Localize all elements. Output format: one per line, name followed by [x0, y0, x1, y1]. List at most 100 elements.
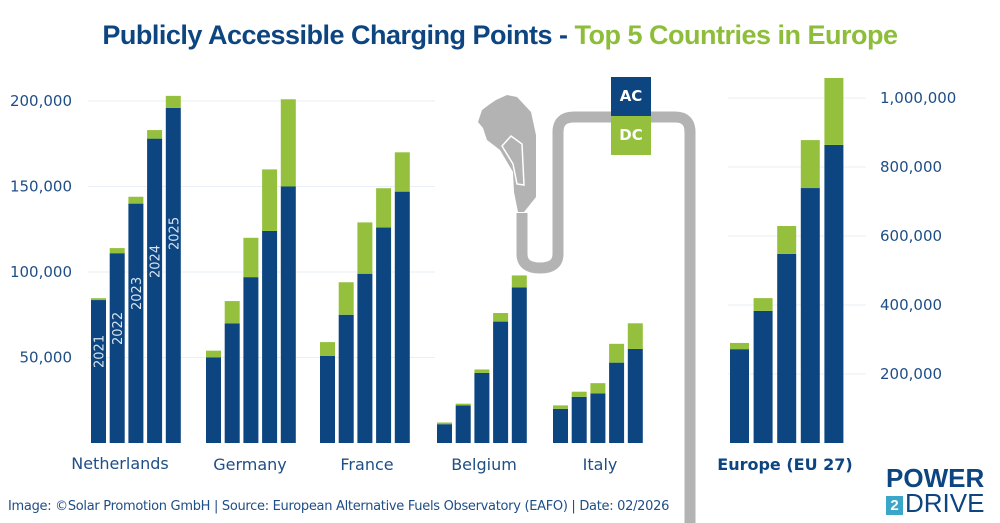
bar-ac — [357, 273, 373, 443]
y-tick-label: 400,000 — [880, 296, 942, 314]
bar-ac — [437, 424, 452, 443]
year-label: 2023 — [130, 277, 145, 310]
bar-ac — [609, 362, 625, 443]
bar-dc — [320, 342, 335, 356]
bar-ac — [627, 348, 643, 443]
y-tick-label: 50,000 — [20, 349, 73, 367]
year-label: 2022 — [111, 312, 126, 345]
bar-dc — [455, 403, 471, 406]
chart-title-highlight: Top 5 Countries in Europe — [574, 20, 899, 50]
bar-dc — [165, 95, 181, 108]
logo-drive-line: 2 DRIVE — [886, 488, 985, 518]
bars-group — [91, 77, 844, 444]
year-label: 2021 — [93, 335, 108, 368]
bar-dc — [91, 298, 106, 301]
bar-dc — [243, 237, 259, 278]
bar-dc — [824, 77, 844, 145]
bar-dc — [206, 350, 221, 358]
bar-ac — [571, 396, 587, 443]
bar-ac — [165, 107, 181, 443]
y-tick-label: 100,000 — [10, 263, 72, 281]
y-axis-right: 200,000 400,000 600,000 800,000 1,000,000 — [880, 89, 956, 383]
legend: AC DC — [611, 77, 651, 155]
bar-dc — [511, 275, 527, 288]
year-label: 2025 — [167, 217, 182, 250]
y-tick-label: 1,000,000 — [880, 89, 956, 107]
bar-dc — [800, 140, 820, 189]
bar-dc — [437, 422, 452, 425]
bar-ac — [777, 253, 797, 443]
y-tick-label: 800,000 — [880, 158, 942, 176]
logo-number: 2 — [886, 496, 903, 515]
chart-title-main: Publicly Accessible Charging Points - — [102, 20, 575, 50]
bar-ac — [474, 372, 490, 443]
category-label: France — [340, 455, 393, 474]
charging-plug-icon — [478, 95, 696, 523]
bar-ac — [553, 408, 568, 443]
bar-ac — [493, 321, 509, 443]
bar-ac — [91, 300, 106, 443]
chart-title: Publicly Accessible Charging Points - To… — [0, 20, 1000, 51]
bar-ac — [109, 253, 125, 443]
bar-ac — [243, 277, 259, 443]
bar-dc — [224, 301, 240, 324]
category-label: Italy — [583, 455, 618, 474]
bar-ac — [590, 393, 606, 443]
bar-dc — [493, 313, 509, 322]
bar-dc — [262, 169, 278, 231]
bar-dc — [376, 188, 392, 228]
bar-ac — [206, 357, 221, 443]
bar-dc — [571, 391, 587, 397]
category-labels: Netherlands Germany France Belgium Italy Euro… — [71, 454, 853, 474]
bar-dc — [590, 383, 606, 394]
source-footer: Image: ©Solar Promotion GmbH | Source: E… — [8, 499, 670, 514]
y-tick-label: 150,000 — [10, 178, 72, 196]
bar-ac — [320, 355, 335, 443]
year-label: 2024 — [149, 245, 164, 278]
bar-dc — [730, 342, 749, 350]
legend-ac: AC — [611, 77, 651, 116]
y-tick-label: 600,000 — [880, 227, 942, 245]
bar-dc — [609, 343, 625, 363]
bar-ac — [730, 349, 749, 443]
bar-ac — [224, 323, 240, 443]
bar-dc — [553, 405, 568, 409]
y-axis-left: 50,000 100,000 150,000 200,000 — [10, 92, 72, 367]
category-label-europe: Europe (EU 27) — [717, 455, 852, 474]
logo-drive: DRIVE — [905, 488, 985, 518]
bar-ac — [376, 227, 392, 443]
bar-dc — [147, 130, 163, 139]
bar-ac — [338, 314, 354, 443]
bar-ac — [394, 191, 410, 443]
bar-dc — [777, 225, 797, 254]
bar-ac — [147, 138, 163, 443]
bar-ac — [824, 144, 844, 444]
legend-dc: DC — [611, 116, 651, 155]
bar-dc — [474, 369, 490, 373]
bar-dc — [394, 152, 410, 192]
bar-ac — [280, 186, 296, 443]
gridlines-right — [728, 97, 866, 375]
bar-dc — [109, 248, 125, 254]
bar-dc — [338, 282, 354, 315]
bar-dc — [280, 99, 296, 187]
bar-ac — [800, 188, 820, 443]
category-label: Netherlands — [71, 454, 169, 473]
power2drive-logo: POWER 2 DRIVE — [886, 463, 985, 518]
bar-ac — [262, 230, 278, 443]
bar-ac — [511, 287, 527, 443]
category-label: Germany — [213, 455, 287, 474]
bar-dc — [357, 222, 373, 274]
bar-dc — [627, 323, 643, 349]
bar-dc — [128, 196, 144, 204]
bar-ac — [455, 405, 471, 443]
category-label: Belgium — [451, 455, 517, 474]
logo-power: POWER — [886, 463, 985, 493]
y-tick-label: 200,000 — [10, 92, 72, 110]
bar-ac — [128, 203, 144, 443]
bar-dc — [753, 298, 773, 311]
bar-ac — [753, 310, 773, 443]
y-tick-label: 200,000 — [880, 365, 942, 383]
